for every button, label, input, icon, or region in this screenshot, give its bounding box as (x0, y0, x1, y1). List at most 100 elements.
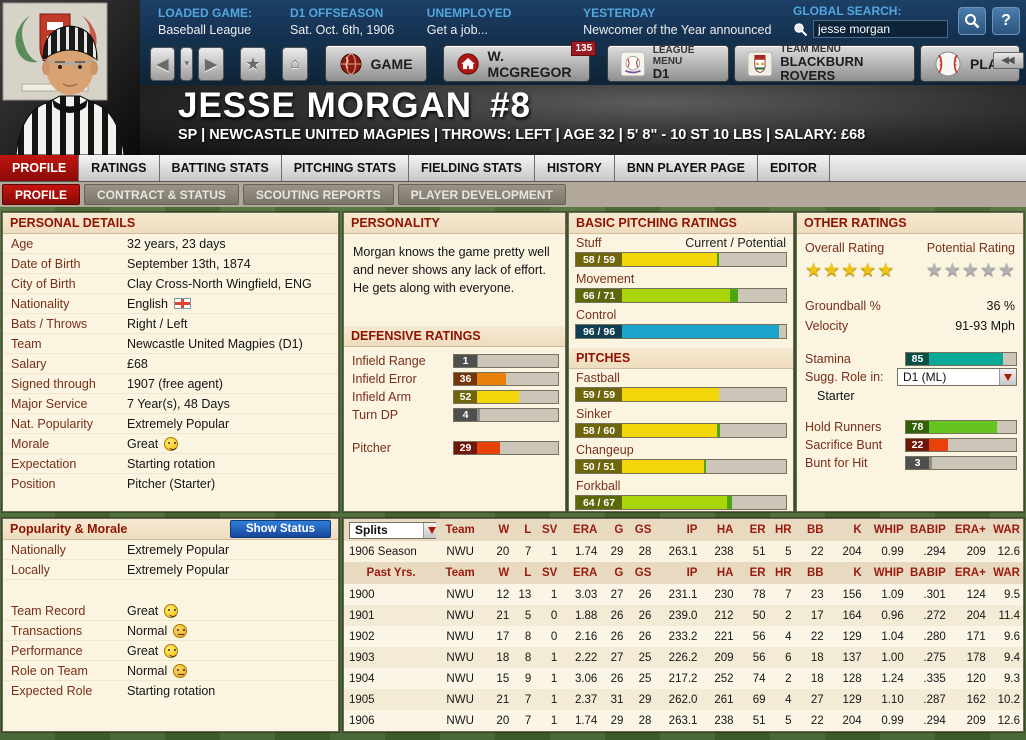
control-bar: 96 / 96 (575, 324, 787, 339)
bar-track (929, 439, 1016, 451)
suggested-role-row: Sugg. Role in: D1 (ML) (797, 368, 1023, 386)
stats-cell: 5 (524, 609, 532, 622)
stats-cell: 1 (550, 588, 558, 601)
play-button[interactable]: PLAY (919, 45, 1021, 82)
phase-info: D1 OFFSEASON Sat. Oct. 6th, 1906 (272, 6, 409, 37)
collapse-header-button[interactable]: ◀◀ (993, 52, 1024, 69)
subtab-player-development[interactable]: PLAYER DEVELOPMENT (397, 184, 566, 205)
suggested-role-value: D1 (ML) (903, 370, 947, 384)
popularity-row-nationally: Nationally Extremely Popular (3, 540, 338, 560)
game-menu-label: GAME (370, 55, 413, 72)
stats-cell: 6 (785, 651, 792, 664)
stats-row: 1903 NWU 18 8 1 2.22 27 25 226.2 209 56 6 18 137 1.00.… (344, 647, 1023, 668)
stats-cell: 18 (496, 651, 510, 664)
stats-row: 1906 Season NWU 20 7 1 1.74 29 28 263.1 238 51 5 22 2… (344, 541, 1023, 562)
stats-cell: 22 (810, 630, 824, 643)
detail-row-morale: Morale Great (3, 434, 338, 454)
back-button[interactable]: ◀ (150, 46, 176, 81)
tab-ratings[interactable]: RATINGS (79, 155, 160, 181)
tab-batting-stats[interactable]: BATTING STATS (159, 155, 282, 181)
stats-cell: 0 (550, 630, 558, 643)
personal-details-panel: PERSONAL DETAILS Age 32 years, 23 days D… (2, 212, 339, 512)
stats-cell: 26 (610, 672, 624, 685)
suggested-role-dropdown[interactable]: D1 (ML) (897, 368, 1017, 386)
stats-cell: .294 (923, 714, 946, 727)
bar-value: 29 (454, 442, 477, 454)
help-button[interactable]: ? (992, 7, 1020, 35)
stats-cell: 17 (496, 630, 510, 643)
yesterday-value: Newcomer of the Year announced (583, 22, 772, 37)
stats-cell: 22 (810, 714, 824, 727)
history-dropdown-button[interactable]: ▼ (180, 46, 194, 81)
tab-history[interactable]: HISTORY (534, 155, 615, 181)
popularity-morale-title: Popularity & Morale (10, 522, 128, 536)
forward-button[interactable]: ▶ (198, 46, 224, 81)
stats-cell: 50 (752, 609, 766, 622)
scale-note: Current / Potential (685, 236, 786, 250)
bar-value: 36 (454, 373, 477, 385)
search-button[interactable] (958, 7, 986, 35)
tab-fielding-stats[interactable]: FIELDING STATS (409, 155, 535, 181)
detail-row-city: City of Birth Clay Cross-North Wingfield… (3, 274, 338, 294)
stats-cell: 0 (550, 609, 558, 622)
league-menu-button[interactable]: LEAGUE MENU D1 (607, 45, 730, 82)
search-icon (965, 14, 980, 29)
tab-profile[interactable]: PROFILE (0, 155, 80, 181)
global-search-input[interactable] (813, 20, 948, 38)
subtab-profile[interactable]: PROFILE (2, 184, 81, 205)
star-icon: ★ (961, 259, 979, 281)
detail-row-signed: Signed through 1907 (free agent) (3, 374, 338, 394)
tab-pitching-stats[interactable]: PITCHING STATS (281, 155, 410, 181)
stats-cell: 1 (550, 714, 558, 727)
morale-row-role-on-team: Role on Team Normal (3, 661, 338, 681)
stats-cell: 27 (810, 693, 824, 706)
stats-cell: 9.6 (1004, 630, 1020, 643)
fastball-label-row: Fastball (576, 371, 620, 385)
manager-menu-button[interactable]: W. MCGREGOR 135 (443, 41, 597, 82)
bar-value: 1 (454, 355, 477, 367)
changeup-label-row: Changeup (576, 443, 634, 457)
stats-cell: 18 (810, 651, 824, 664)
employment-info: UNEMPLOYED Get a job... (409, 6, 565, 37)
favorites-button[interactable]: ★ (240, 46, 266, 81)
top-info-bar: LOADED GAME: Baseball League D1 OFFSEASO… (140, 0, 1026, 42)
stats-cell: 1900 (349, 588, 375, 601)
yesterday-label: YESTERDAY (583, 5, 656, 20)
subtab-scouting-reports[interactable]: SCOUTING REPORTS (242, 184, 394, 205)
home-button[interactable]: ⌂ (282, 46, 308, 81)
bar-value: 4 (454, 409, 477, 421)
stats-cell: 7 (785, 588, 792, 601)
bunt-for-hit-row: Bunt for Hit 3 (797, 454, 1023, 472)
stats-cell: 2.16 (574, 630, 598, 643)
stats-cell: 51 (752, 545, 766, 558)
league-logo-icon (621, 51, 645, 76)
stats-cell: 124 (966, 588, 986, 601)
tab-bnn-player-page[interactable]: BNN PLAYER PAGE (614, 155, 758, 181)
turn-dp-bar: 4 (453, 408, 559, 422)
groundball-value: 36 % (986, 299, 1016, 313)
stats-cell: .335 (923, 672, 946, 685)
bar-track (929, 421, 1016, 433)
show-status-button[interactable]: Show Status (229, 520, 331, 538)
stats-cell: NWU (446, 693, 474, 706)
employment-value: Get a job... (426, 22, 488, 37)
bar-value: 58 / 59 (576, 253, 622, 266)
detail-row-team: Team Newcastle United Magpies (D1) (3, 334, 338, 354)
spacer-row (3, 580, 338, 601)
stats-cell: 262.0 (668, 693, 698, 706)
personality-text: Morgan knows the game pretty well and ne… (353, 245, 550, 296)
stats-cell: 51 (752, 714, 766, 727)
subtab-contract-status[interactable]: CONTRACT & STATUS (84, 184, 239, 205)
team-menu-button[interactable]: TEAM MENU BLACKBURN ROVERS (734, 44, 915, 83)
stats-cell: 21 (496, 693, 510, 706)
tab-editor[interactable]: EDITOR (757, 155, 830, 181)
bar-value: 64 / 67 (576, 496, 622, 509)
splits-dropdown[interactable]: Splits (349, 521, 437, 539)
stats-cell: 26 (610, 630, 624, 643)
stats-cell: 129 (842, 693, 862, 706)
game-menu-button[interactable]: GAME (324, 45, 427, 82)
velocity-value: 91-93 Mph (955, 319, 1015, 333)
stats-cell: 1 (550, 651, 558, 664)
stats-cell: 8 (524, 651, 532, 664)
stats-cell: 120 (966, 672, 986, 685)
